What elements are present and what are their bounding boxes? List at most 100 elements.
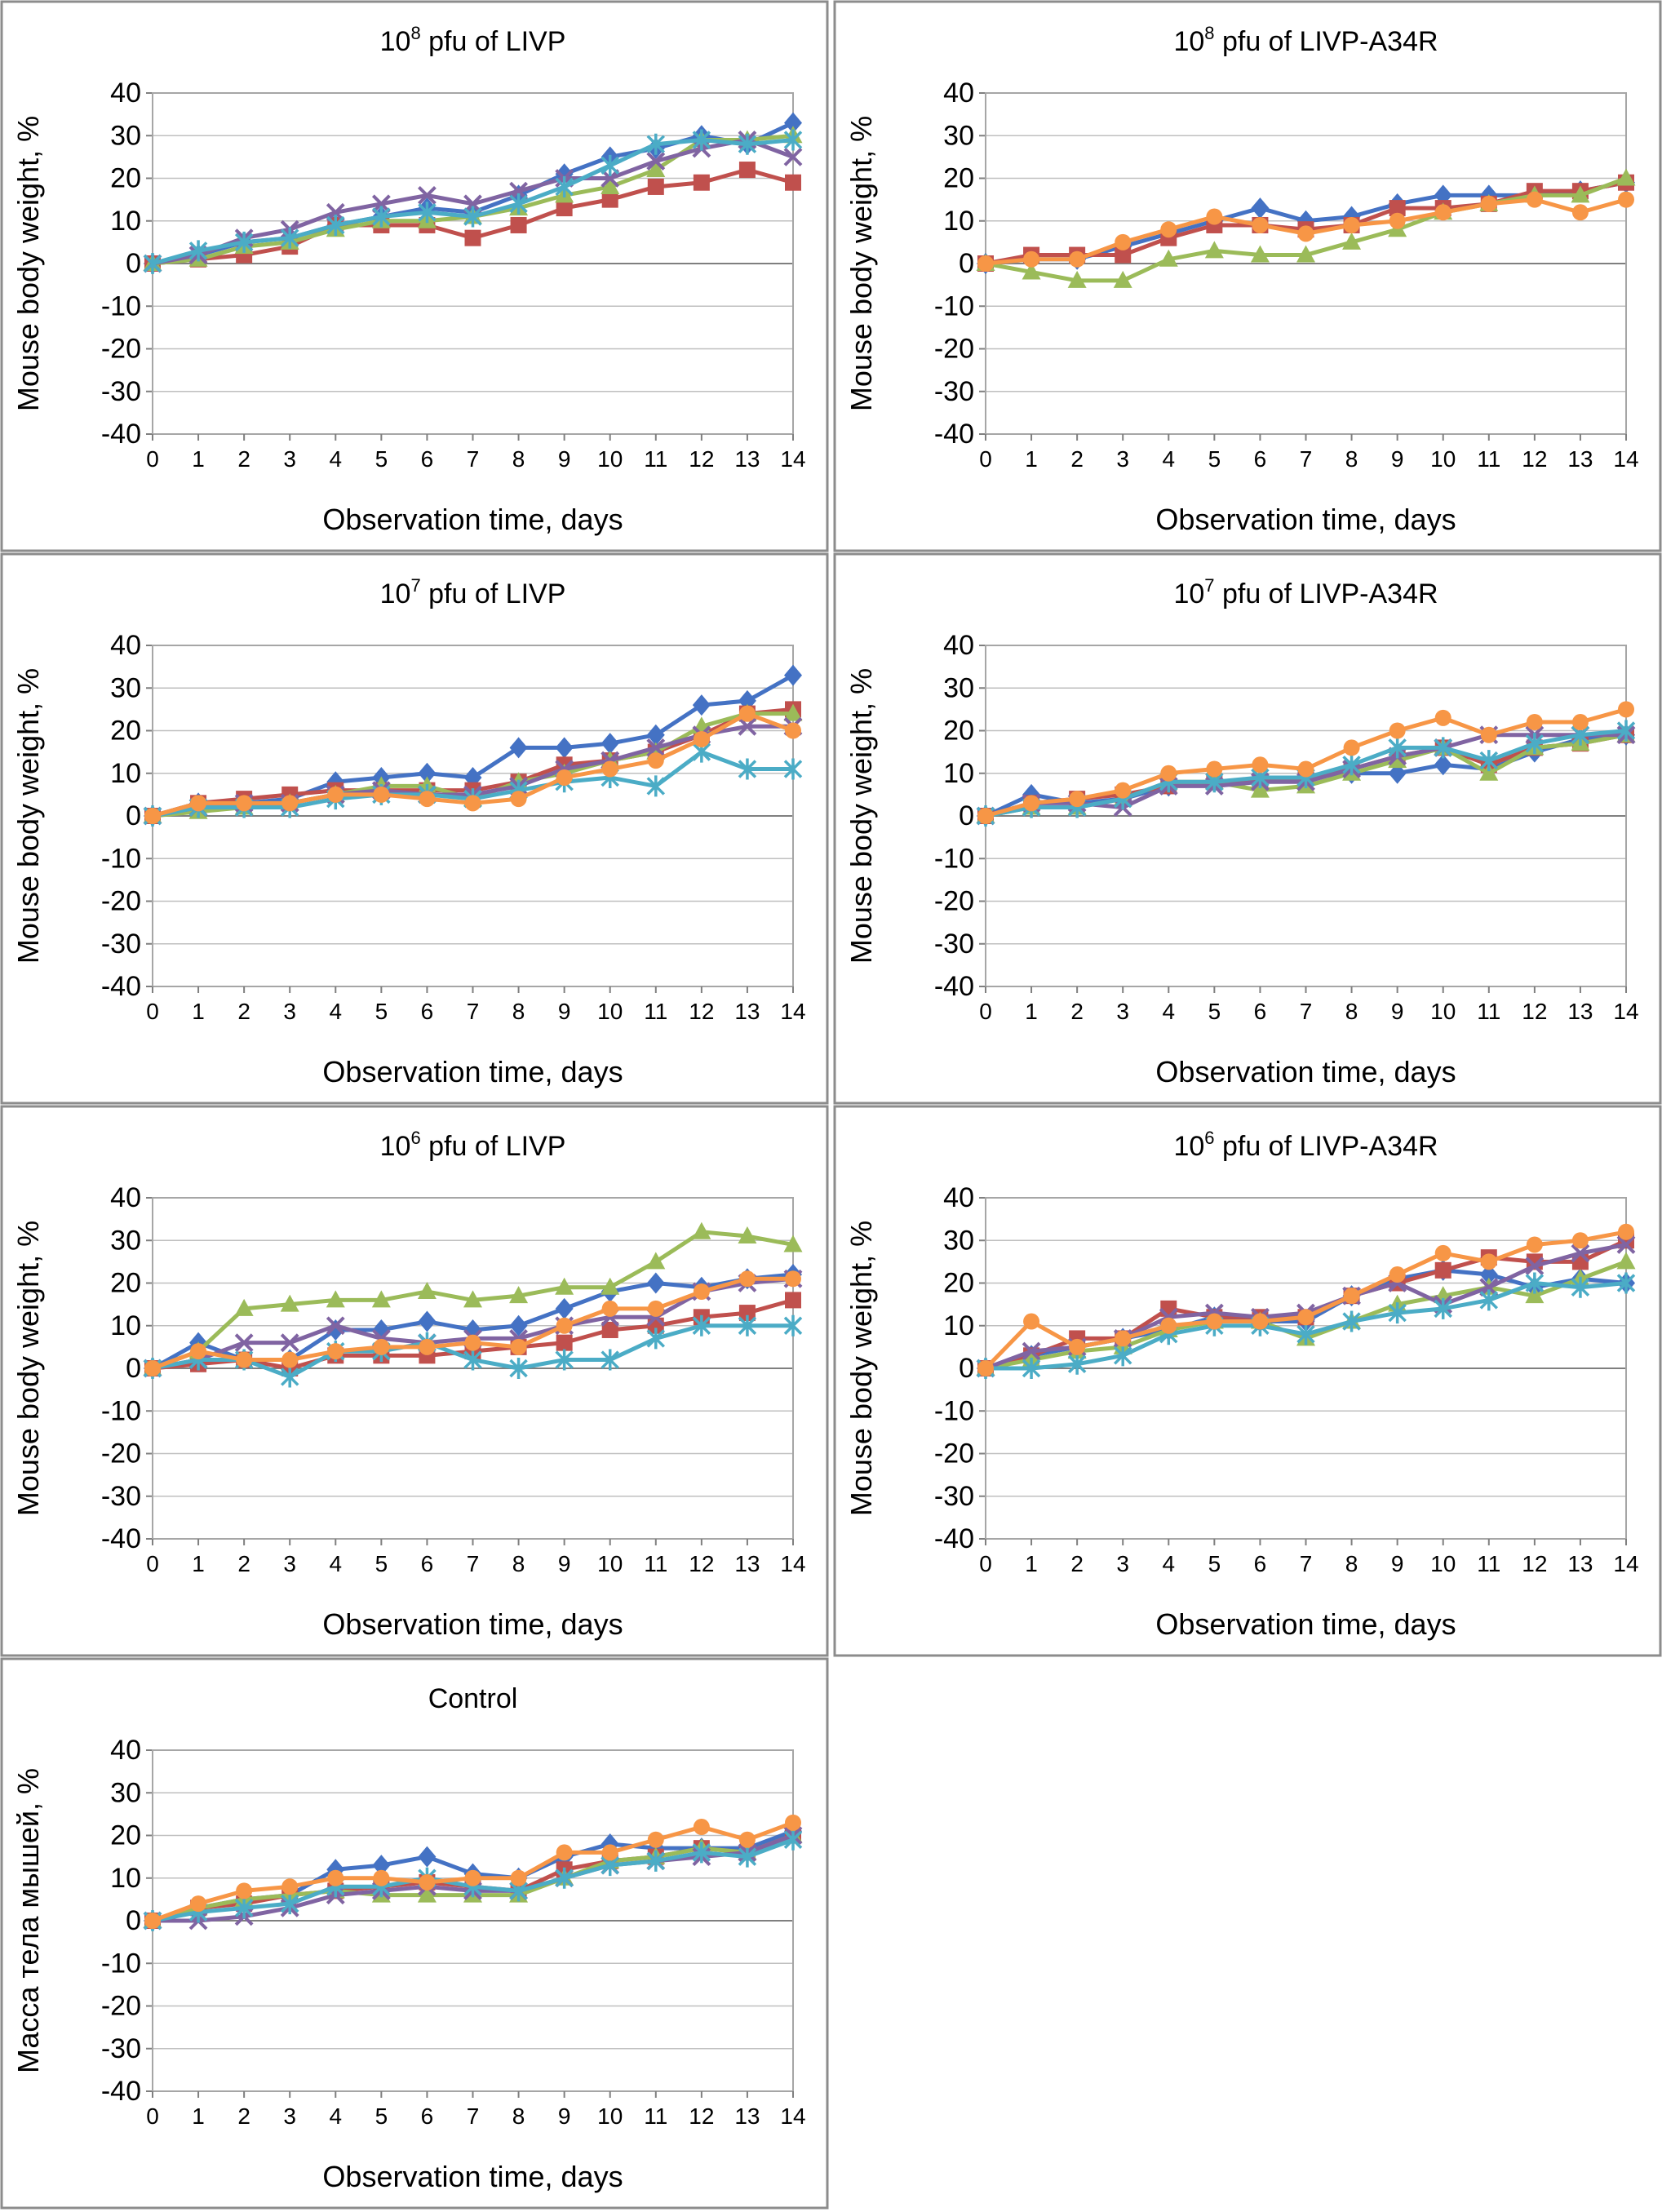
data-point — [1434, 754, 1452, 776]
data-point — [372, 206, 391, 228]
x-tick-label: 2 — [1070, 999, 1084, 1024]
data-point — [280, 1366, 299, 1388]
x-tick-label: 10 — [597, 2103, 623, 2129]
y-tick-label: -30 — [934, 376, 974, 407]
data-point — [785, 1292, 801, 1309]
data-point — [1526, 191, 1543, 208]
data-point — [1115, 246, 1132, 264]
data-point — [509, 737, 528, 759]
data-point — [418, 1846, 437, 1868]
data-point — [646, 152, 666, 171]
data-point — [510, 1869, 527, 1886]
data-point — [646, 775, 666, 797]
data-point — [738, 1226, 757, 1244]
x-tick-label: 3 — [1116, 446, 1129, 472]
y-tick-label: 20 — [110, 1820, 141, 1851]
data-point — [601, 176, 620, 194]
y-tick-label: -20 — [934, 334, 974, 365]
data-point — [693, 1283, 710, 1300]
data-point — [1252, 756, 1269, 774]
data-point — [281, 1351, 299, 1368]
data-point — [371, 1290, 391, 1308]
data-point — [373, 1869, 390, 1886]
series-5 — [144, 1814, 801, 1929]
y-axis-title: Масса тела мышей, % — [11, 1768, 45, 2073]
data-point — [1115, 1330, 1132, 1347]
x-tick-label: 8 — [1345, 999, 1358, 1024]
y-tick-label: 30 — [943, 1225, 974, 1256]
x-tick-label: 0 — [146, 999, 159, 1024]
x-tick-label: 0 — [979, 999, 992, 1024]
data-point — [190, 1895, 207, 1913]
y-tick-label: 30 — [110, 672, 141, 703]
y-tick-label: -30 — [101, 2033, 141, 2064]
data-point — [1480, 726, 1497, 743]
data-point — [190, 1343, 207, 1360]
x-tick-label: 7 — [467, 446, 480, 472]
data-point — [1251, 197, 1270, 219]
data-point — [234, 231, 254, 253]
x-tick-label: 13 — [734, 999, 760, 1024]
data-point — [188, 240, 208, 262]
data-point — [647, 1300, 664, 1317]
data-point — [1389, 722, 1406, 739]
x-tick-label: 7 — [467, 1551, 480, 1576]
data-point — [1297, 225, 1314, 242]
data-point — [1343, 739, 1360, 756]
data-point — [1618, 701, 1634, 718]
x-tick-label: 0 — [146, 2103, 159, 2129]
data-point — [692, 129, 711, 151]
data-point — [234, 1333, 254, 1353]
x-tick-label: 4 — [1162, 999, 1175, 1024]
x-tick-label: 6 — [1254, 1551, 1267, 1576]
data-point — [1525, 733, 1545, 755]
x-tick-label: 9 — [558, 2103, 571, 2129]
data-point — [510, 216, 527, 233]
y-tick-label: 10 — [110, 758, 141, 789]
data-point — [1434, 709, 1451, 726]
x-tick-label: 4 — [329, 1551, 342, 1576]
x-axis-title: Observation time, days — [1155, 1055, 1456, 1088]
data-point — [373, 1338, 390, 1355]
x-tick-label: 14 — [780, 2103, 805, 2129]
data-point — [1022, 262, 1041, 280]
data-point — [784, 664, 802, 686]
data-point — [326, 214, 345, 236]
x-tick-label: 2 — [237, 446, 250, 472]
data-point — [646, 738, 666, 757]
data-point — [190, 795, 207, 812]
y-tick-label: 0 — [959, 800, 974, 831]
data-point — [1571, 1243, 1590, 1263]
data-point — [1479, 1289, 1499, 1311]
data-point — [1069, 250, 1086, 268]
x-tick-label: 3 — [283, 999, 296, 1024]
x-tick-label: 5 — [375, 446, 388, 472]
data-point — [1389, 212, 1406, 229]
data-point — [1571, 185, 1590, 203]
y-axis-title: Mouse body weight, % — [844, 116, 878, 411]
data-point — [555, 1867, 574, 1889]
x-tick-label: 3 — [1116, 999, 1129, 1024]
y-axis-title: Mouse body weight, % — [844, 1221, 878, 1516]
y-tick-label: -10 — [934, 1395, 974, 1426]
y-tick-label: -20 — [101, 1438, 141, 1469]
y-tick-label: 40 — [110, 630, 141, 661]
data-point — [234, 1298, 254, 1316]
data-point — [555, 1277, 574, 1295]
data-point — [509, 1286, 529, 1304]
data-point — [326, 1316, 345, 1336]
x-tick-label: 10 — [1430, 999, 1456, 1024]
data-point — [1479, 763, 1499, 781]
data-point — [646, 160, 666, 178]
data-point — [1113, 270, 1132, 288]
data-point — [509, 1314, 528, 1337]
data-point — [464, 229, 481, 246]
data-point — [236, 795, 253, 812]
data-point — [1297, 1309, 1314, 1326]
data-point — [1480, 1253, 1497, 1270]
data-point — [784, 112, 802, 134]
y-tick-label: 30 — [943, 672, 974, 703]
data-point — [556, 769, 573, 786]
